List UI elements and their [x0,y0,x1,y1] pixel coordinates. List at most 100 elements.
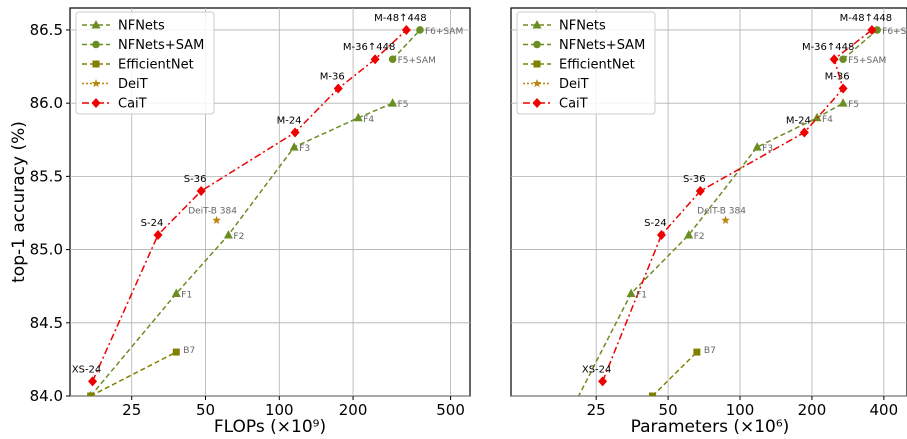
point-label-f5: F5 [398,100,409,110]
params-chart: 25 50 100 200 400 F1 F2 F3 F4 F5 F5+SAM F6+SAM B7 De… [510,7,907,437]
params-x-tick-label: 200 [798,401,827,419]
point-label-m-36: M-36 [320,72,345,83]
data-point-deit [721,215,730,224]
legend-entry-nfnets: NFNets [523,19,606,34]
point-label-f5-sam: F5+SAM [848,56,886,66]
legend-label-nfnets: NFNets [118,19,165,34]
legend-marker-nfnets [91,20,101,29]
point-label-m-48-448: M-48↑448 [374,13,426,24]
legend-label-efficientnet: EfficientNet [559,58,635,73]
legend-label-nfnets-sam: NFNets+SAM [559,38,645,53]
point-label-f6-sam: F6+SAM [425,27,463,37]
data-point-nfnets [626,288,636,298]
legend-label-deit: DeiT [118,77,148,92]
series-cait [598,24,877,387]
point-label-deit-b-384: DeiT-B 384 [697,206,746,216]
params-x-tick-label: 25 [587,401,606,419]
data-point-nfnets-sam [873,26,881,34]
point-label-m-36-448: M-36↑448 [802,42,854,53]
legend-marker-nfnets [532,20,542,29]
legend-entry-efficientnet: EfficientNet [82,58,194,73]
legend-marker-efficientnet [92,60,100,68]
point-label-xs-24: XS-24 [72,364,102,375]
flops-x-tick-label: 25 [122,401,141,419]
point-label-f4: F4 [363,115,374,125]
flops-y-tick-label: 85.5 [30,167,63,185]
legend-marker-cait [91,98,101,108]
series-nfnets-sam [388,26,424,64]
legend-marker-nfnets-sam [533,40,541,49]
flops-x-axis-label: FLOPs (×10⁹) [214,417,326,437]
flops-y-tick-label: 84.0 [30,387,63,405]
legend-entry-nfnets-sam: NFNets+SAM [82,38,204,53]
flops-y-axis-label: top-1 accuracy (%) [9,121,29,283]
params-chart-point-labels: F1 F2 F3 F4 F5 F5+SAM F6+SAM B7 DeiT-B 384 XS-24 S… [582,13,907,375]
legend-box [516,11,656,115]
point-label-f5: F5 [848,100,859,110]
legend-entry-nfnets-sam: NFNets+SAM [523,38,645,53]
series-line-efficientnet [651,351,698,396]
legend-label-deit: DeiT [559,77,589,92]
point-label-f1: F1 [636,291,647,301]
data-point-efficientnet [87,392,95,396]
legend-label-efficientnet: EfficientNet [118,58,194,73]
params-chart-legend: NFNets NFNets+SAM EfficientNet DeiT CaiT [516,11,656,115]
flops-chart: 25 50 100 200 500 84.0 84.5 85.0 85.5 86.0 86.5 F1… [9,7,471,437]
data-point-cait [290,127,300,138]
series-efficientnet [648,348,701,396]
point-label-b7: B7 [183,346,195,356]
data-point-efficientnet [693,348,701,356]
legend-box [75,11,215,115]
data-point-cait [799,127,809,138]
flops-chart-point-labels: F1 F2 F3 F4 F5 F5+SAM F6+SAM B7 DeiT-B 384 XS-24 S… [72,13,463,375]
legend-entry-nfnets: NFNets [82,19,165,34]
point-label-deit-b-384: DeiT-B 384 [188,206,237,216]
series-line-efficientnet [90,351,177,396]
data-point-deit [212,215,221,224]
point-label-f2: F2 [694,232,705,242]
legend-marker-deit [532,79,542,88]
point-label-s-36: S-36 [683,174,706,185]
params-chart-ticks: 25 50 100 200 400 [587,396,899,419]
data-point-cait [838,83,848,94]
series-nfnets [88,98,398,396]
flops-y-tick-label: 85.0 [30,241,63,259]
data-point-nfnets [388,98,398,107]
flops-x-tick-label: 200 [339,401,368,419]
series-line-nfnets [577,102,844,396]
data-point-nfnets [353,112,363,122]
data-point-cait [333,83,343,94]
params-x-tick-label: 400 [870,401,899,419]
data-point-efficientnet [648,392,656,396]
point-label-s-24: S-24 [644,218,667,229]
flops-x-tick-label: 500 [436,401,465,419]
legend-label-cait: CaiT [559,97,588,112]
data-point-cait [370,54,380,65]
flops-chart-ticks: 25 50 100 200 500 84.0 84.5 85.0 85.5 86.0 86.5 [30,21,465,419]
series-cait [88,24,411,387]
data-point-cait [695,186,705,197]
point-label-m-36-448: M-36↑448 [343,42,395,53]
params-x-tick-label: 100 [726,401,755,419]
point-label-f5-sam: F5+SAM [398,56,436,66]
point-label-f4: F4 [822,115,833,125]
series-efficientnet [87,348,180,396]
data-point-cait [153,229,163,240]
data-point-cait [88,376,98,387]
point-label-f6-sam: F6+SAM [882,27,907,37]
point-label-b7: B7 [704,346,716,356]
data-point-efficientnet [172,348,180,356]
point-label-s-36: S-36 [184,174,207,185]
series-deit [721,215,730,224]
point-label-f1: F1 [181,291,192,301]
params-chart-series [577,24,881,396]
legend-marker-deit [91,79,101,88]
data-point-nfnets-sam [388,55,397,64]
legend-entry-efficientnet: EfficientNet [523,58,635,73]
flops-y-tick-label: 86.5 [30,21,63,39]
data-point-cait [196,186,206,197]
flops-x-tick-label: 100 [265,401,294,419]
legend-entry-deit: DeiT [82,77,148,92]
legend-marker-cait [532,98,542,108]
data-point-cait [867,24,877,35]
